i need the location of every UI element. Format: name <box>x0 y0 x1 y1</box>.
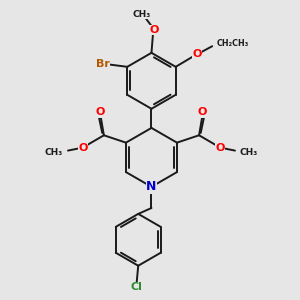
Text: O: O <box>78 142 87 153</box>
Text: O: O <box>96 107 105 117</box>
Text: O: O <box>150 25 159 35</box>
Text: CH₃: CH₃ <box>133 10 151 19</box>
Text: CH₃: CH₃ <box>240 148 258 157</box>
Text: O: O <box>192 50 202 59</box>
Text: O: O <box>198 107 207 117</box>
Text: N: N <box>146 180 157 193</box>
Text: CH₃: CH₃ <box>45 148 63 157</box>
Text: CH₂CH₃: CH₂CH₃ <box>217 39 249 48</box>
Text: O: O <box>216 142 225 153</box>
Text: Cl: Cl <box>131 282 143 292</box>
Text: Br: Br <box>96 59 110 70</box>
